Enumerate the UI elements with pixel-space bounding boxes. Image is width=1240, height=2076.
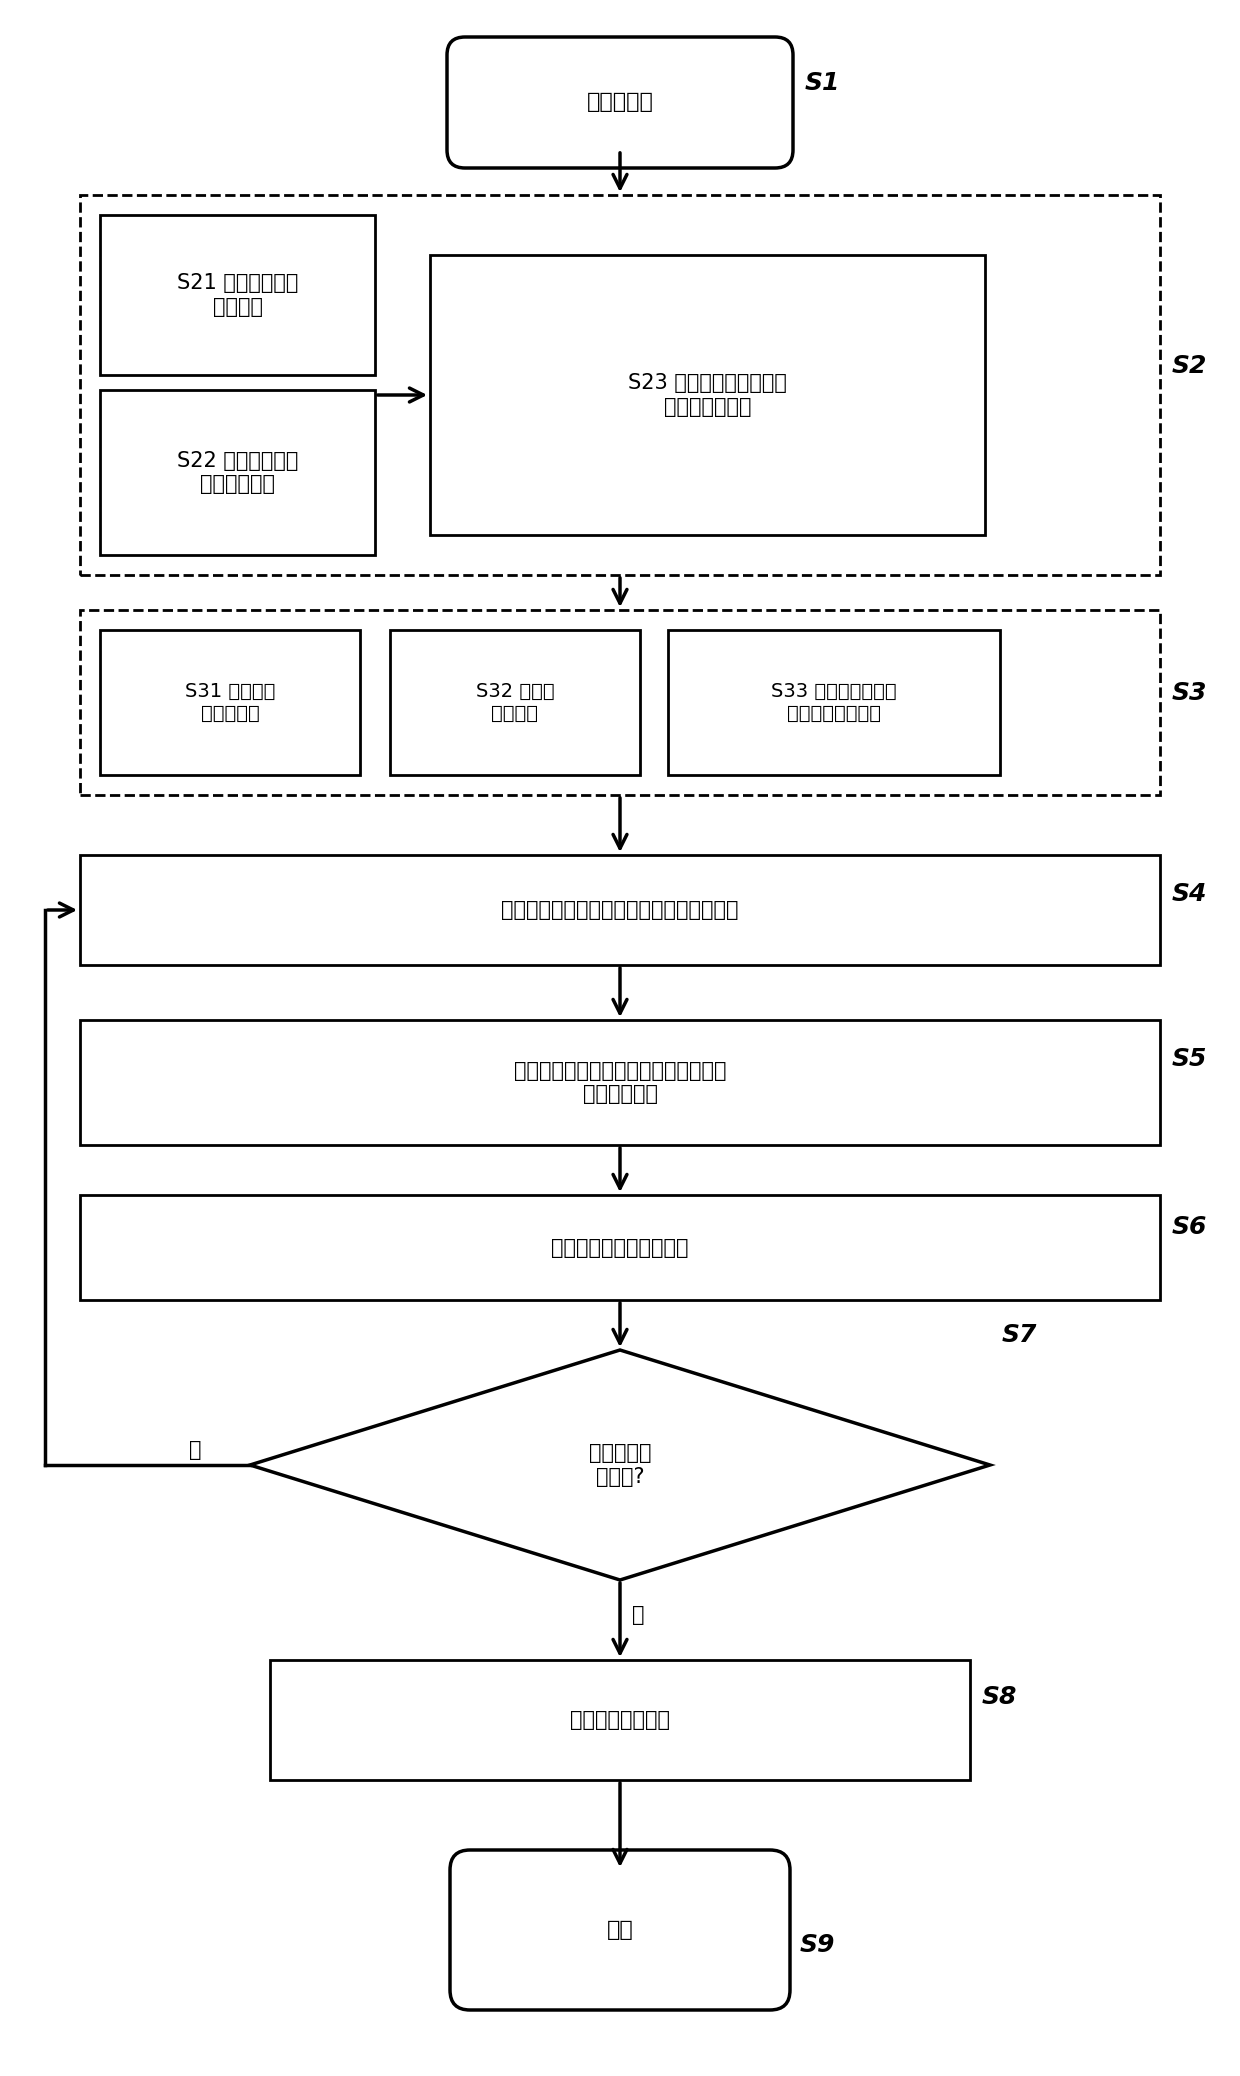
Bar — [100, 629, 360, 774]
Text: S31 优化设计
变量的确定: S31 优化设计 变量的确定 — [185, 683, 275, 722]
Text: S21 路面不平度模
型的建立: S21 路面不平度模 型的建立 — [177, 274, 298, 318]
Text: 悬架系统与减振元件多工况多目标参数
优化匹配设计: 悬架系统与减振元件多工况多目标参数 优化匹配设计 — [513, 1061, 727, 1104]
Bar — [391, 629, 640, 774]
Text: S8: S8 — [982, 1686, 1017, 1709]
Bar — [270, 1661, 970, 1779]
Bar — [81, 1196, 1159, 1300]
Bar — [81, 610, 1159, 795]
Text: 匹配优化结果有效性验证: 匹配优化结果有效性验证 — [552, 1237, 688, 1258]
Text: S5: S5 — [1172, 1046, 1208, 1071]
Bar — [81, 1019, 1159, 1146]
Bar — [100, 216, 374, 376]
Text: S7: S7 — [1002, 1322, 1038, 1347]
Bar — [100, 390, 374, 554]
Text: S4: S4 — [1172, 882, 1208, 905]
Text: S32 约束条
件的确定: S32 约束条 件的确定 — [476, 683, 554, 722]
FancyBboxPatch shape — [446, 37, 794, 168]
Text: S23 轮毂驱动电动汽车动
力学模型的建立: S23 轮毂驱动电动汽车动 力学模型的建立 — [629, 374, 787, 417]
Text: S3: S3 — [1172, 681, 1208, 706]
Text: 结束: 结束 — [606, 1920, 634, 1939]
Text: 多工况多目标参数匹配优化设计函数的确定: 多工况多目标参数匹配优化设计函数的确定 — [501, 901, 739, 920]
Bar — [668, 629, 999, 774]
Text: S33 单工况多目标优
化设计函数的确定: S33 单工况多目标优 化设计函数的确定 — [771, 683, 897, 722]
Text: S9: S9 — [800, 1933, 836, 1958]
Text: 输出优化匹配结果: 输出优化匹配结果 — [570, 1711, 670, 1729]
Text: 是否满足设
计要求?: 是否满足设 计要求? — [589, 1443, 651, 1486]
Text: S22 轮毂电机电磁
力模型的建立: S22 轮毂电机电磁 力模型的建立 — [177, 450, 298, 494]
Bar — [81, 195, 1159, 575]
Text: S6: S6 — [1172, 1214, 1208, 1239]
Text: S2: S2 — [1172, 355, 1208, 378]
Text: 参数初始化: 参数初始化 — [587, 93, 653, 112]
Text: S1: S1 — [805, 71, 841, 95]
Bar — [81, 855, 1159, 965]
FancyBboxPatch shape — [450, 1850, 790, 2010]
Text: 是: 是 — [631, 1605, 645, 1626]
Polygon shape — [250, 1349, 990, 1580]
Bar — [430, 255, 985, 536]
Text: 否: 否 — [188, 1441, 201, 1459]
